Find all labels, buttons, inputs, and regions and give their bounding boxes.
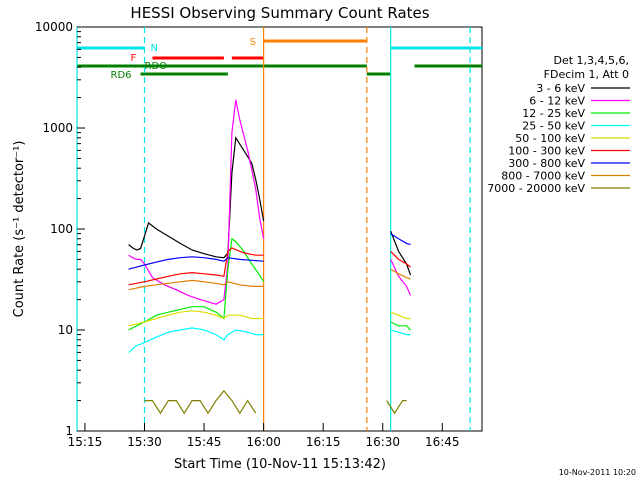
legend-label-8: 7000 - 20000 keV	[487, 182, 585, 195]
x-tick-label-1: 15:30	[127, 435, 162, 449]
series-line-1-0	[128, 99, 265, 305]
series-lines	[128, 99, 412, 415]
flag-rdo-label: RDO	[145, 61, 168, 72]
vertical-markers	[76, 27, 471, 431]
flag-f-label: F	[131, 53, 137, 64]
y-tick-label-0: 1	[65, 424, 73, 438]
x-tick-label-2: 15:45	[187, 435, 222, 449]
series-line-6-0	[128, 256, 264, 270]
status-bars: N S F RDO RD6	[77, 37, 482, 81]
x-tick-label-3: 16:00	[246, 435, 281, 449]
x-axis-ticks: 15:15 15:30 15:45 16:00 16:15 16:30 16:45	[68, 423, 460, 449]
y-tick-label-4: 10000	[35, 20, 73, 34]
legend-header-1: Det 1,3,4,5,6,	[553, 54, 629, 67]
series-line-1-1	[390, 259, 412, 296]
flag-n-label: N	[151, 43, 158, 54]
x-tick-label-5: 16:30	[365, 435, 400, 449]
legend-label-6: 300 - 800 keV	[508, 157, 585, 170]
x-tick-label-4: 16:15	[306, 435, 341, 449]
y-tick-label-3: 1000	[42, 121, 73, 135]
series-line-6-1	[390, 233, 411, 246]
legend-label-4: 50 - 100 keV	[515, 132, 585, 145]
series-line-5-0	[128, 247, 264, 286]
legend-header-2: FDecim 1, Att 0	[544, 68, 629, 81]
flag-rd6-label: RD6	[111, 70, 132, 81]
series-line-8-0	[144, 389, 257, 415]
legend-label-7: 800 - 7000 keV	[501, 170, 585, 183]
legend-label-5: 100 - 300 keV	[508, 145, 585, 158]
x-tick-label-0: 15:15	[68, 435, 103, 449]
y-tick-label-2: 100	[50, 222, 73, 236]
series-line-0-1	[390, 230, 412, 276]
series-line-8-1	[386, 400, 407, 415]
series-line-4-1	[390, 311, 411, 320]
legend: Det 1,3,4,5,6, FDecim 1, Att 0 3 - 6 keV…	[487, 54, 630, 195]
series-line-2-0	[128, 237, 265, 331]
y-axis-ticks: 1 10 100 1000 10000	[35, 20, 85, 438]
series-line-3-0	[128, 327, 264, 353]
legend-label-3: 25 - 50 keV	[522, 120, 585, 133]
y-axis-label: Count Rate (s⁻¹ detector⁻¹)	[12, 141, 27, 318]
plot-frame	[76, 26, 483, 432]
y-tick-label-1: 10	[58, 323, 73, 337]
series-line-3-1	[390, 329, 411, 336]
legend-label-0: 3 - 6 keV	[536, 82, 585, 95]
x-axis-label: Start Time (10-Nov-11 15:13:42)	[174, 457, 386, 472]
x-tick-label-6: 16:45	[425, 435, 460, 449]
series-line-5-1	[390, 250, 411, 268]
series-line-7-1	[390, 268, 411, 280]
series-line-2-1	[390, 321, 411, 331]
footer-date: 10-Nov-2011 10:20	[559, 468, 636, 477]
chart-title: HESSI Observing Summary Count Rates	[130, 4, 429, 22]
series-line-4-0	[128, 310, 264, 327]
series-line-7-0	[128, 279, 264, 291]
legend-label-2: 12 - 25 keV	[522, 107, 585, 120]
flag-s-label: S	[250, 37, 256, 48]
series-line-0-0	[128, 136, 265, 259]
legend-label-1: 6 - 12 keV	[529, 95, 585, 108]
